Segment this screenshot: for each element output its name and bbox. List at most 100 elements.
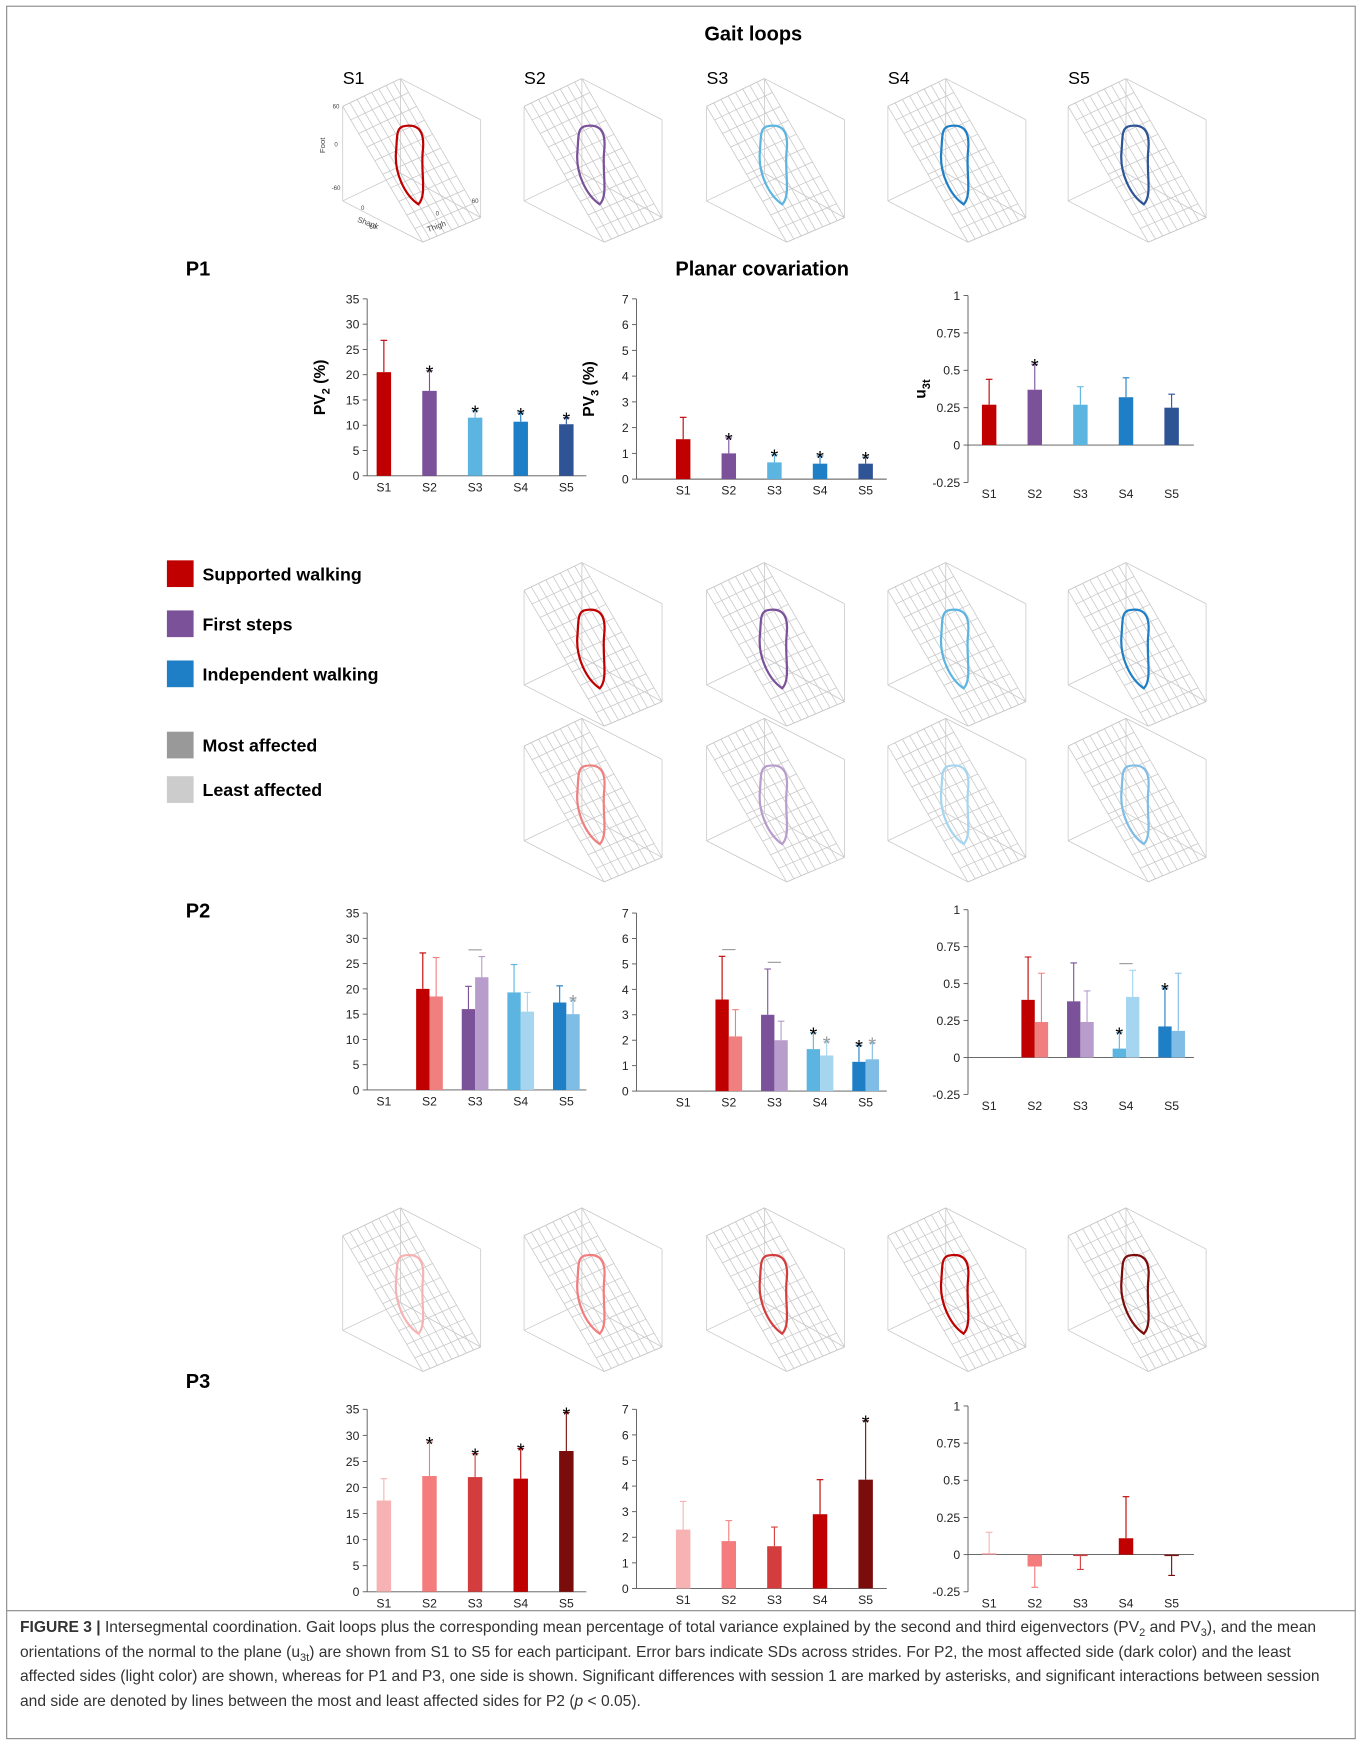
surface-grid <box>385 1214 467 1354</box>
surface-grid <box>1103 88 1185 228</box>
surface-grid <box>909 1225 991 1363</box>
surface-grid <box>1067 745 1149 883</box>
error-bar <box>764 968 772 1015</box>
gait-panel <box>1067 78 1207 243</box>
box-edge <box>887 656 946 686</box>
surface-grid <box>342 1235 424 1372</box>
y-tick-label: 0 <box>353 1083 360 1097</box>
error-bar <box>380 339 388 373</box>
box-edge <box>706 684 787 727</box>
surface-grid <box>923 572 1005 712</box>
significance-asterisk: * <box>855 1037 863 1059</box>
y-tick-label: 2 <box>622 421 629 435</box>
surface-grid <box>523 745 605 883</box>
y-tick-label: 35 <box>346 907 360 921</box>
error-bar <box>985 378 993 405</box>
error-bar <box>771 1526 778 1547</box>
figure-frame <box>6 5 1356 1740</box>
y-tick-label: 6 <box>622 1428 629 1442</box>
error-bar <box>471 410 479 418</box>
y-tick-label: 0.5 <box>943 1474 960 1488</box>
x-tick-label: S5 <box>858 1096 873 1110</box>
surface-grid <box>1089 579 1171 718</box>
bar <box>1021 999 1035 1058</box>
legend-swatch <box>166 560 194 588</box>
y-tick-label: 7 <box>622 1403 629 1417</box>
significance-asterisk: * <box>471 402 479 424</box>
bar-chart: -0.25 0 0.25 0.5 0.75 1 S1 S2 S3 S4 S5 * * <box>932 903 1194 1113</box>
error-bar <box>432 956 440 997</box>
surface-grid <box>945 718 1027 858</box>
legend-label: Most affected <box>203 736 318 756</box>
bar <box>416 988 430 1090</box>
surface-grid <box>523 590 605 727</box>
surface-grid <box>930 569 1012 708</box>
legend-label: First steps <box>203 614 293 634</box>
box-edge <box>523 812 583 842</box>
significance-asterisk: * <box>816 448 824 470</box>
surface-grid <box>938 1211 1019 1351</box>
y-tick-label: 10 <box>346 1533 360 1547</box>
error-bar <box>1031 1566 1039 1588</box>
y-tick-label: 0.75 <box>936 940 960 954</box>
x-tick-label: S5 <box>559 1596 574 1610</box>
surface-grid <box>385 85 467 224</box>
surface-grid <box>364 95 445 234</box>
x-tick-label: S4 <box>1119 1099 1134 1113</box>
bar <box>1118 397 1134 446</box>
box-edge <box>887 684 969 727</box>
surface-grid <box>545 735 627 873</box>
surface-grid <box>887 106 969 243</box>
error-bar <box>1168 1556 1175 1576</box>
gait-loop <box>758 124 789 206</box>
surface-grid <box>713 102 795 240</box>
y-tick-label: 0 <box>622 473 629 487</box>
surface-grid <box>349 102 431 240</box>
y-tick-label: 2 <box>622 1531 629 1545</box>
surface-grid <box>559 572 641 712</box>
bar <box>513 1478 528 1592</box>
box-edge <box>523 1329 605 1372</box>
x-tick-label: S2 <box>721 484 736 498</box>
gait-panel <box>887 1207 1027 1372</box>
bar <box>559 1451 574 1592</box>
error-bar <box>862 1420 869 1480</box>
surface-grid <box>400 78 482 218</box>
significance-asterisk: * <box>517 405 525 427</box>
error-bar <box>868 1042 876 1060</box>
y-tick-label: 7 <box>622 907 629 921</box>
session-label: S2 <box>524 68 546 88</box>
axis-3d-label: Foot <box>318 137 327 153</box>
box-edge <box>706 1329 787 1372</box>
bar-chart: 0 5 10 15 20 25 30 35 S1 S2 S3 S4 S5 * * * * <box>346 1403 587 1610</box>
error-bar <box>679 416 687 440</box>
bar <box>812 463 828 480</box>
participant-label: P3 <box>186 1371 210 1393</box>
surface-grid <box>916 576 998 715</box>
caption-label: FIGURE 3 | <box>20 1619 101 1636</box>
surface-grid <box>938 721 1019 861</box>
surface-grid <box>1089 735 1171 873</box>
box-edge <box>887 812 946 842</box>
axis-3d-label: Shank <box>356 215 380 231</box>
error-bar <box>1024 956 1032 1000</box>
error-bar <box>524 991 531 1012</box>
surface-grid <box>1103 572 1185 712</box>
y-tick-label: 35 <box>346 1403 360 1417</box>
bar <box>981 1553 997 1555</box>
x-tick-label: S1 <box>982 1596 997 1610</box>
bar <box>1164 407 1179 446</box>
x-tick-label: S5 <box>1164 1596 1179 1610</box>
surface-grid <box>567 569 648 708</box>
error-bar <box>771 454 778 463</box>
error-bar <box>823 1040 831 1056</box>
surface-grid <box>1096 732 1178 870</box>
surface-grid <box>378 1218 460 1357</box>
bar-chart: -0.25 0 0.25 0.5 0.75 1 S1 S2 S3 S4 S5 <box>932 1399 1194 1610</box>
box-edge <box>706 656 765 686</box>
error-bar <box>1077 386 1084 405</box>
surface-grid <box>530 586 612 724</box>
axis-3d-tick: 60 <box>333 104 340 111</box>
bar <box>1171 1030 1185 1058</box>
bar <box>507 992 521 1090</box>
